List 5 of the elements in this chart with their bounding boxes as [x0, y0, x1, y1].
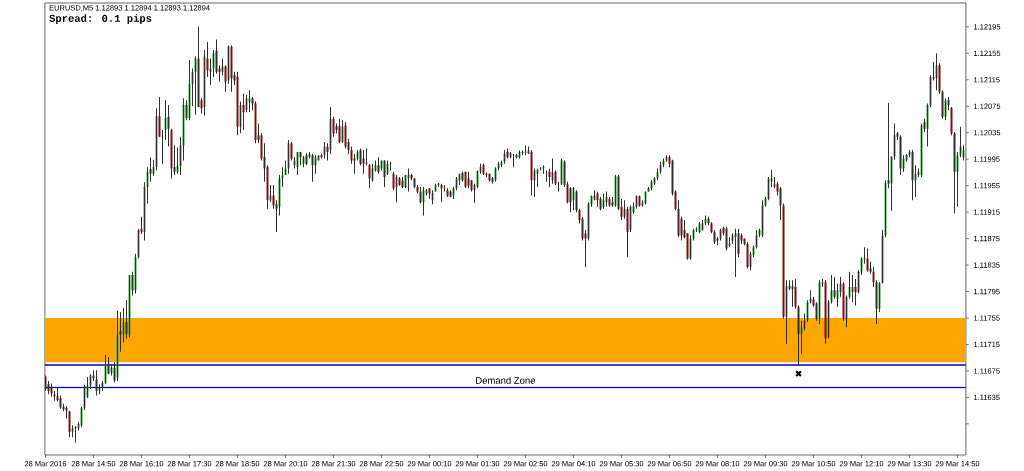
- ref-line-label: Demand Zone: [476, 376, 536, 384]
- candlestick: [68, 410, 71, 438]
- candlestick: [545, 169, 548, 183]
- text: Spread: 0.1 pips: [49, 14, 152, 24]
- candlestick: [557, 181, 560, 193]
